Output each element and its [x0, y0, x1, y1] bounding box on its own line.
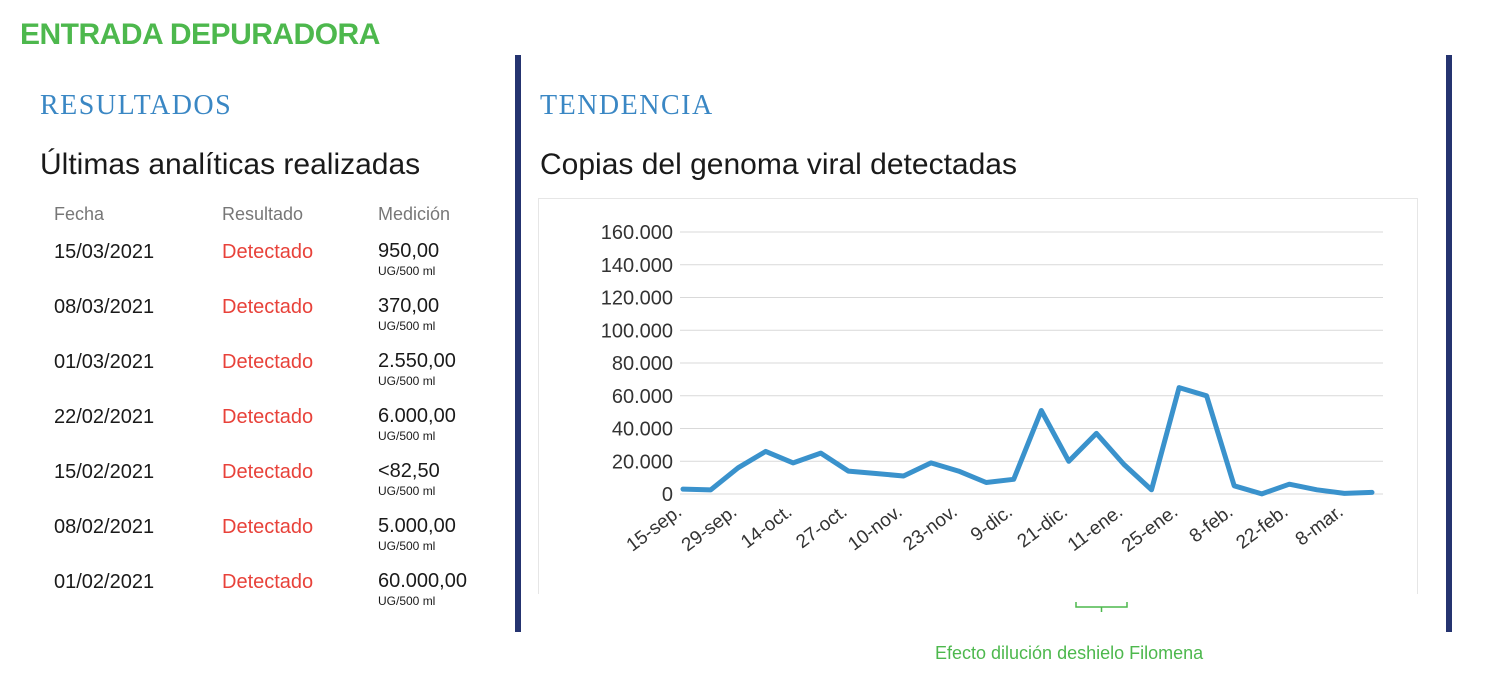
table-row: 08/03/2021 Detectado 370,00 UG/500 ml — [0, 296, 510, 351]
x-tick-label: 8-mar. — [1292, 501, 1348, 550]
y-tick-label: 40.000 — [612, 419, 673, 441]
row-unit: UG/500 ml — [378, 264, 436, 278]
series-line — [680, 385, 1375, 497]
section-divider-right — [1446, 55, 1452, 632]
table-row: 15/03/2021 Detectado 950,00 UG/500 ml — [0, 241, 510, 296]
y-tick-label: 140.000 — [601, 255, 673, 277]
x-tick-label: 11-ene. — [1064, 501, 1127, 556]
chart-frame — [538, 198, 1418, 594]
row-unit: UG/500 ml — [378, 319, 436, 333]
table-row: 01/03/2021 Detectado 2.550,00 UG/500 ml — [0, 351, 510, 406]
row-date: 08/02/2021 — [54, 516, 155, 538]
table-row: 08/02/2021 Detectado 5.000,00 UG/500 ml — [0, 516, 510, 571]
page-title: ENTRADA DEPURADORA — [20, 18, 380, 51]
trend-section-title: TENDENCIA — [540, 90, 714, 121]
x-tick-label: 27-oct. — [792, 501, 851, 553]
row-date: 22/02/2021 — [54, 406, 155, 428]
y-tick-label: 60.000 — [612, 386, 673, 408]
row-date: 15/03/2021 — [54, 241, 155, 263]
row-unit: UG/500 ml — [378, 594, 436, 608]
section-divider-left — [515, 55, 521, 632]
row-value: 6.000,00 — [378, 405, 456, 427]
column-header-result: Resultado — [222, 204, 304, 224]
y-tick-label: 120.000 — [601, 288, 673, 310]
row-status: Detectado — [222, 296, 314, 318]
chart-title: Copias del genoma viral detectadas — [540, 148, 1017, 181]
x-tick-label: 14-oct. — [737, 501, 796, 553]
table-row: 01/02/2021 Detectado 60.000,00 UG/500 ml — [0, 571, 510, 626]
column-header-date: Fecha — [54, 204, 105, 224]
row-unit: UG/500 ml — [378, 539, 436, 553]
y-tick-label: 20.000 — [612, 451, 673, 473]
row-date: 08/03/2021 — [54, 296, 155, 318]
annotation-bracket — [1075, 602, 1128, 612]
x-tick-label: 8-feb. — [1186, 501, 1237, 547]
y-tick-label: 80.000 — [612, 353, 673, 375]
table-row: 15/02/2021 Detectado <82,50 UG/500 ml — [0, 461, 510, 516]
row-value: 60.000,00 — [378, 570, 467, 592]
annotation-thaw-dilution: Efecto dilución deshielo Filomena — [935, 643, 1204, 663]
x-tick-label: 23-nov. — [899, 501, 961, 555]
row-unit: UG/500 ml — [378, 484, 436, 498]
x-tick-label: 10-nov. — [844, 501, 906, 555]
row-unit: UG/500 ml — [378, 429, 436, 443]
x-tick-label: 21-dic. — [1014, 501, 1072, 552]
x-tick-label: 25-ene. — [1118, 501, 1182, 557]
viral-copies-line-chart: 0 20.000 40.000 60.000 80.000 100.000 120.000 1… — [601, 222, 1383, 612]
results-section-title: RESULTADOS — [40, 90, 233, 121]
y-tick-label: 0 — [662, 484, 673, 506]
row-value: 2.550,00 — [378, 350, 456, 372]
row-value: 950,00 — [378, 240, 440, 262]
y-tick-label: 100.000 — [601, 320, 673, 342]
row-status: Detectado — [222, 406, 314, 428]
row-status: Detectado — [222, 461, 314, 483]
results-subtitle: Últimas analíticas realizadas — [40, 148, 421, 181]
x-tick-label: 29-sep. — [678, 501, 741, 556]
x-tick-label: 15-sep. — [623, 501, 686, 556]
row-status: Detectado — [222, 571, 314, 593]
row-date: 01/02/2021 — [54, 571, 155, 593]
column-header-measurement: Medición — [378, 204, 451, 224]
x-tick-label: 9-dic. — [967, 501, 1017, 546]
y-tick-label: 160.000 — [601, 222, 673, 244]
x-tick-label: 22-feb. — [1232, 501, 1292, 553]
row-unit: UG/500 ml — [378, 374, 436, 388]
row-value: 370,00 — [378, 295, 440, 317]
row-status: Detectado — [222, 241, 314, 263]
row-date: 01/03/2021 — [54, 351, 155, 373]
table-row: 22/02/2021 Detectado 6.000,00 UG/500 ml — [0, 406, 510, 461]
row-status: Detectado — [222, 516, 314, 538]
row-value: 5.000,00 — [378, 515, 456, 537]
row-value: <82,50 — [378, 460, 440, 482]
row-status: Detectado — [222, 351, 314, 373]
row-date: 15/02/2021 — [54, 461, 155, 483]
